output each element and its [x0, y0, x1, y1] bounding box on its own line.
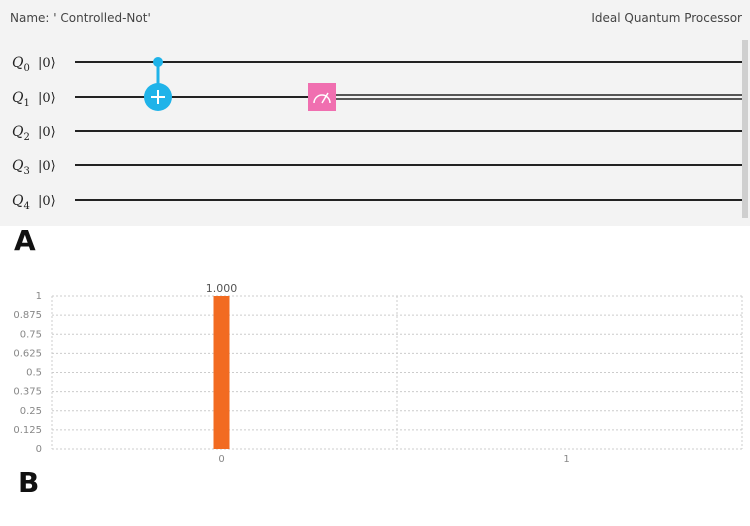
y-tick-label: 0.75	[20, 329, 42, 340]
panel-label: B	[18, 466, 39, 499]
y-tick-label: 0.375	[13, 387, 42, 398]
panel-label: A	[14, 224, 36, 257]
y-tick-label: 0.25	[20, 406, 42, 417]
y-tick-label: 0.875	[13, 310, 42, 321]
circuit-name: Name: ' Controlled-Not'	[10, 11, 151, 25]
qubit-name: Q	[12, 124, 24, 140]
qubit-index: 4	[23, 201, 29, 212]
y-tick-label: 1	[36, 291, 42, 302]
qubit-name: Q	[12, 55, 24, 71]
measure-needle	[321, 92, 329, 104]
qubit-index: 3	[23, 166, 29, 177]
qubit-label: Q4 |0⟩	[12, 193, 56, 212]
y-tick-label: 0.125	[13, 425, 42, 436]
measure-arc	[313, 94, 331, 104]
y-tick-label: 0.625	[13, 348, 42, 359]
qubit-label: Q3 |0⟩	[12, 158, 56, 177]
qubit-state: |0⟩	[38, 56, 56, 71]
circuit-panel	[0, 0, 750, 226]
qubit-state: |0⟩	[38, 125, 56, 140]
control-dot[interactable]	[153, 57, 163, 67]
y-tick-label: 0	[36, 444, 42, 455]
qubit-index: 1	[23, 98, 29, 109]
scrollbar[interactable]	[742, 40, 748, 218]
qubit-name: Q	[12, 158, 24, 174]
bar	[213, 296, 230, 449]
x-tick-label: 1	[563, 454, 569, 465]
qubit-label: Q0 |0⟩	[12, 55, 56, 74]
qubit-label: Q1 |0⟩	[12, 90, 56, 109]
qubit-state: |0⟩	[38, 194, 56, 209]
qubit-name: Q	[12, 193, 24, 209]
qubit-name: Q	[12, 90, 24, 106]
value-label: 1.000	[206, 282, 238, 295]
wires: Q0 |0⟩Q1 |0⟩Q2 |0⟩Q3 |0⟩Q4 |0⟩	[12, 55, 742, 212]
x-tick-label: 0	[218, 454, 224, 465]
qubit-state: |0⟩	[38, 91, 56, 106]
qubit-index: 0	[23, 63, 29, 74]
processor-name: Ideal Quantum Processor	[591, 11, 742, 25]
chart: 0 0.125 0.25 0.375 0.5 0.625 0.75 0.875 1 0 1.000 1	[13, 282, 743, 465]
qubit-label: Q2 |0⟩	[12, 124, 56, 143]
measure-gate[interactable]	[308, 83, 336, 111]
qubit-index: 2	[23, 132, 29, 143]
y-tick-label: 0.5	[26, 368, 42, 379]
qubit-state: |0⟩	[38, 159, 56, 174]
